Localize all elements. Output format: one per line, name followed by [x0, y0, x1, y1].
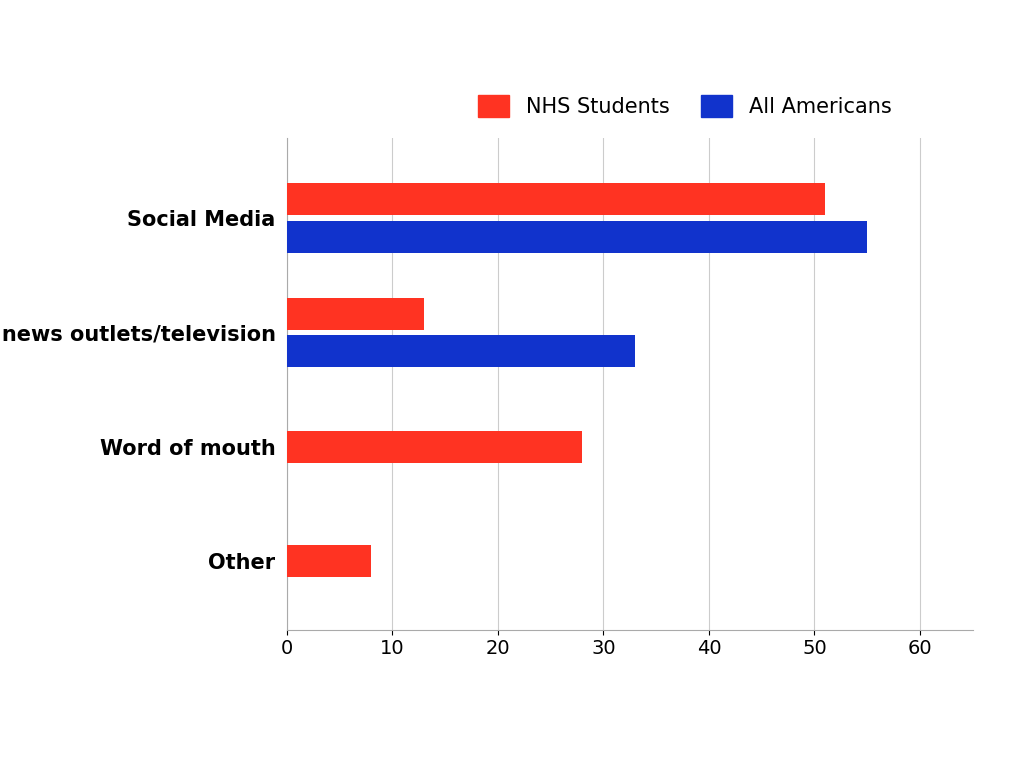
Bar — [287, 545, 371, 578]
Bar — [287, 298, 424, 329]
Bar — [287, 221, 867, 253]
Bar — [287, 184, 825, 215]
Legend: NHS Students, All Americans: NHS Students, All Americans — [467, 84, 902, 127]
Bar — [287, 336, 635, 367]
Bar — [287, 431, 583, 463]
